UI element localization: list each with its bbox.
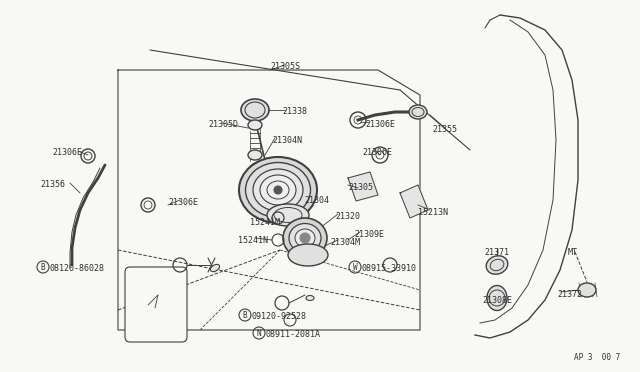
Ellipse shape (249, 160, 281, 176)
Text: 21356: 21356 (40, 180, 65, 189)
Text: 21306E: 21306E (52, 148, 82, 157)
Polygon shape (348, 172, 378, 201)
Text: 08911-2081A: 08911-2081A (266, 330, 321, 339)
Ellipse shape (248, 150, 262, 160)
Ellipse shape (306, 295, 314, 301)
Text: MT: MT (568, 248, 578, 257)
Ellipse shape (409, 105, 427, 119)
Text: W: W (353, 263, 357, 272)
Circle shape (300, 233, 310, 243)
Text: 15213N: 15213N (418, 208, 448, 217)
Text: 21308E: 21308E (482, 296, 512, 305)
Circle shape (274, 186, 282, 194)
Text: 09120-92528: 09120-92528 (252, 312, 307, 321)
Ellipse shape (295, 229, 315, 247)
Text: 21304M: 21304M (330, 238, 360, 247)
Ellipse shape (239, 157, 317, 223)
FancyBboxPatch shape (125, 267, 187, 342)
Ellipse shape (288, 244, 328, 266)
Ellipse shape (267, 204, 309, 226)
Text: 21371: 21371 (484, 248, 509, 257)
Polygon shape (400, 185, 428, 218)
Ellipse shape (241, 99, 269, 121)
Text: 21355: 21355 (432, 125, 457, 134)
Ellipse shape (289, 224, 321, 253)
Text: AP 3  00 7: AP 3 00 7 (573, 353, 620, 362)
Text: 08915-33910: 08915-33910 (362, 264, 417, 273)
Text: 08120-86028: 08120-86028 (50, 264, 105, 273)
Text: 15241M: 15241M (250, 218, 280, 227)
Text: B: B (41, 263, 45, 272)
Text: 21305S: 21305S (270, 62, 300, 71)
Text: N: N (257, 328, 261, 337)
Text: 21304: 21304 (304, 196, 329, 205)
Text: 21306E: 21306E (362, 148, 392, 157)
Text: 21320: 21320 (335, 212, 360, 221)
Ellipse shape (211, 264, 220, 272)
Text: 15241N: 15241N (238, 236, 268, 245)
Ellipse shape (578, 283, 596, 297)
Text: 21306E: 21306E (168, 198, 198, 207)
Text: 21305D: 21305D (208, 120, 238, 129)
Ellipse shape (248, 120, 262, 130)
Ellipse shape (486, 256, 508, 274)
Text: 21372: 21372 (557, 290, 582, 299)
Ellipse shape (246, 163, 310, 218)
Text: B: B (243, 311, 247, 320)
Ellipse shape (283, 218, 327, 258)
Text: 21305: 21305 (348, 183, 373, 192)
Text: 21306E: 21306E (365, 120, 395, 129)
Ellipse shape (260, 175, 296, 205)
Text: 21304N: 21304N (272, 136, 302, 145)
Ellipse shape (487, 285, 507, 311)
Text: 21309E: 21309E (354, 230, 384, 239)
Text: 21338: 21338 (282, 107, 307, 116)
Ellipse shape (253, 169, 303, 211)
